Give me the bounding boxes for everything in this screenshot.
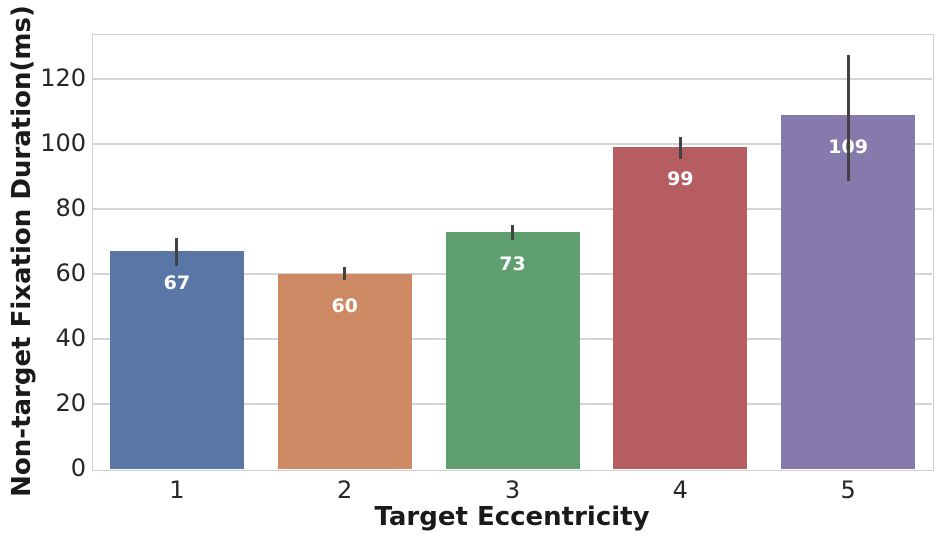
x-tick-label: 3 (504, 476, 521, 504)
bar-value-label: 73 (499, 252, 526, 275)
error-bar (343, 267, 347, 281)
y-tick-label: 120 (40, 63, 86, 92)
bar: 73 (445, 231, 580, 469)
bar-value-label: 99 (667, 168, 694, 191)
error-bar (175, 238, 179, 266)
x-axis-label: Target Eccentricity (374, 502, 650, 532)
y-tick-label: 80 (55, 193, 86, 222)
bar-value-label: 60 (331, 294, 358, 317)
x-tick-label: 5 (840, 476, 856, 504)
bar: 99 (613, 147, 748, 469)
y-tick-label: 100 (40, 128, 86, 157)
error-bar (511, 225, 514, 240)
error-bar (678, 137, 682, 159)
plot-area: 67607399109 (91, 33, 934, 471)
x-tick-label: 1 (169, 476, 185, 504)
y-tick-label: 60 (55, 258, 86, 287)
y-tick-label: 20 (55, 388, 86, 417)
y-tick-label: 0 (70, 453, 86, 482)
bar-value-label: 67 (163, 272, 191, 295)
bar: 67 (109, 251, 244, 469)
y-tick-label: 40 (55, 323, 86, 352)
gridline (93, 208, 932, 210)
error-bar (846, 54, 850, 182)
gridline (93, 143, 932, 145)
gridline (93, 78, 932, 80)
x-tick-label: 2 (337, 476, 353, 504)
x-tick-label: 4 (672, 476, 688, 504)
bar: 60 (277, 273, 412, 469)
y-axis-label: Non-target Fixation Duration(ms) (7, 5, 37, 497)
